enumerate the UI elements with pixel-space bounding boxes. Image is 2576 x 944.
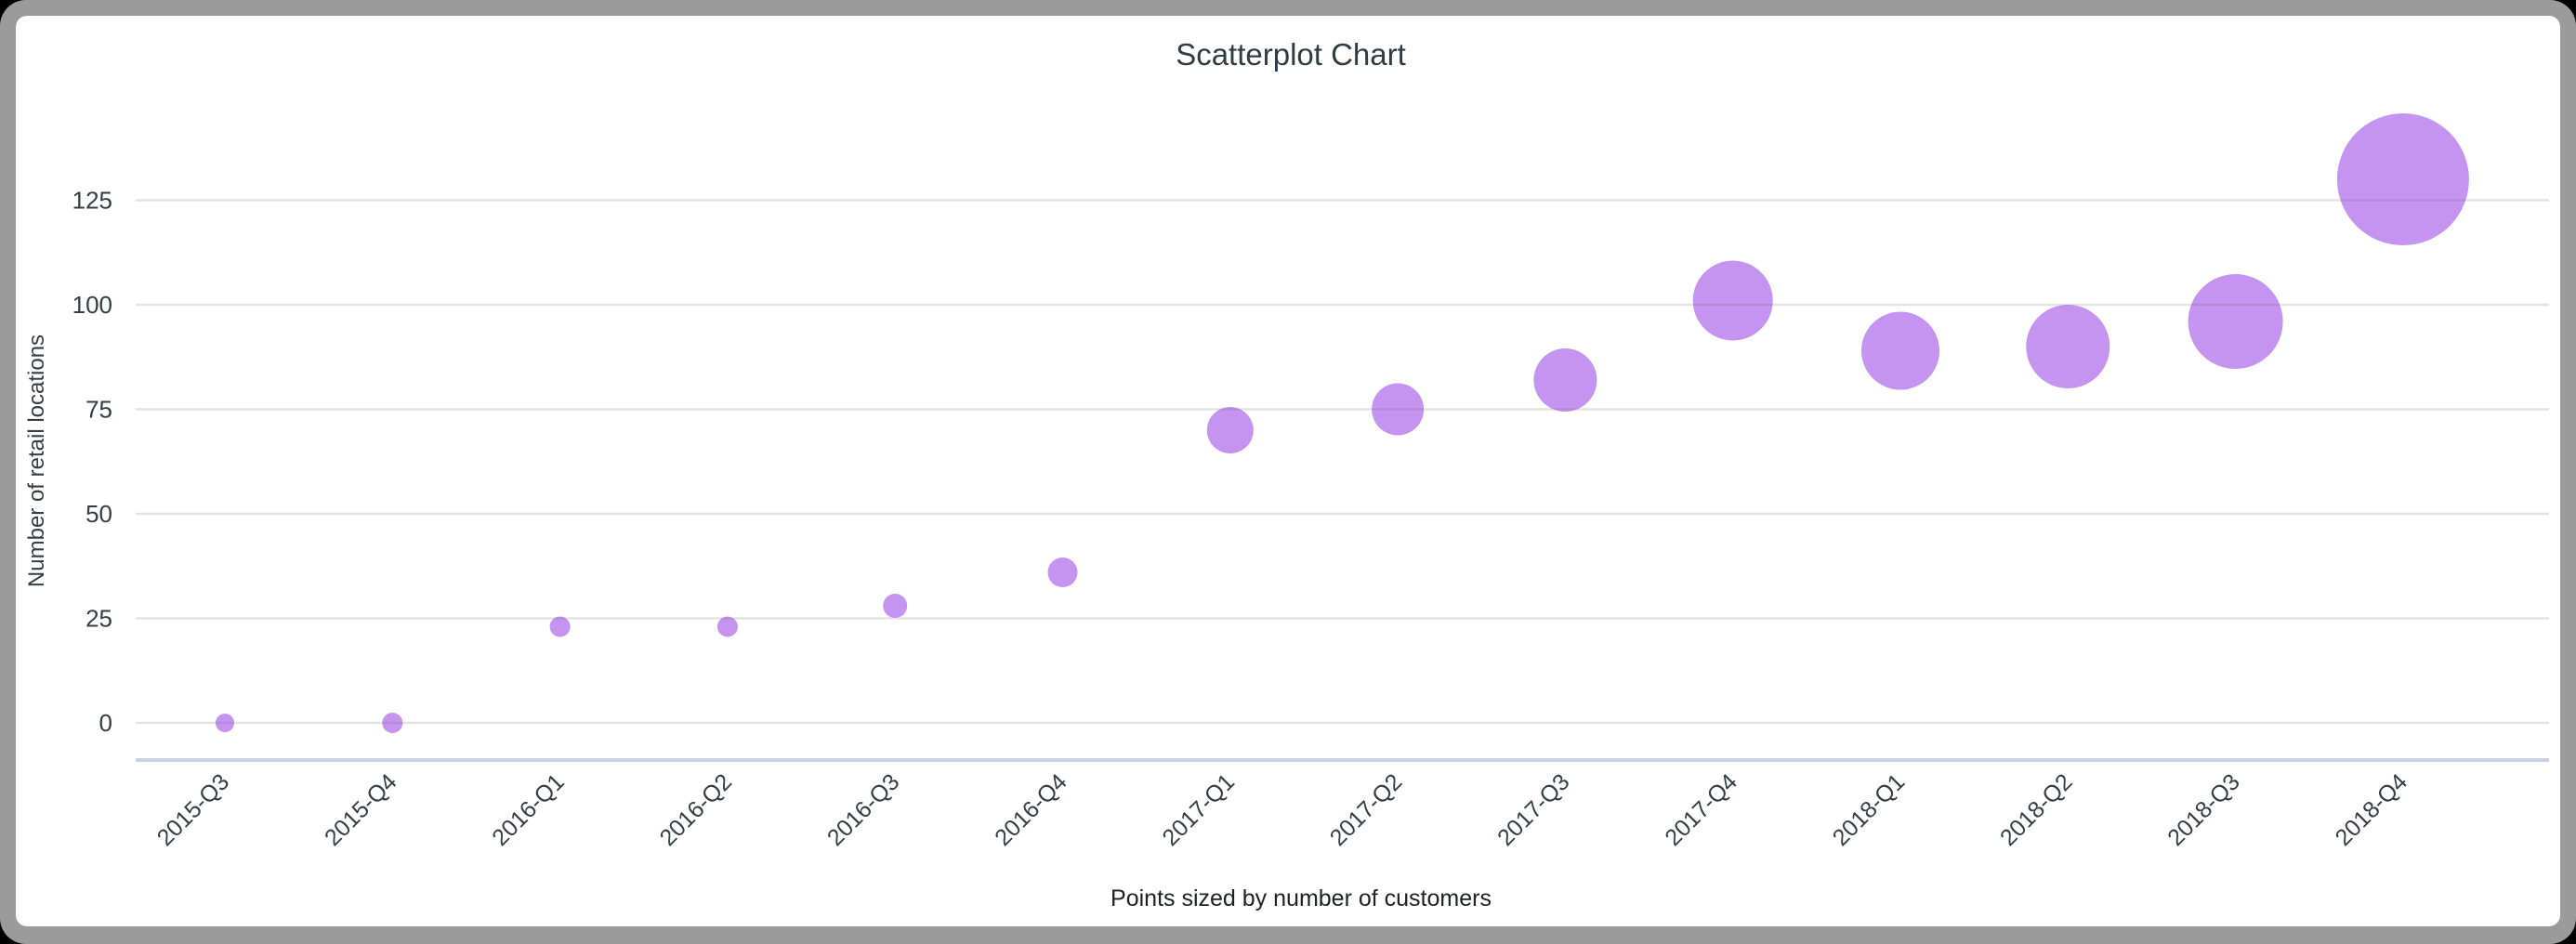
data-point-2017-Q1[interactable] [1206,407,1254,453]
y-tick-label-125: 125 [72,187,112,215]
data-point-2017-Q2[interactable] [1372,383,1425,436]
data-point-2015-Q4[interactable] [382,713,403,733]
y-axis-title: Number of retail locations [24,334,49,587]
chart-card [16,16,2560,926]
x-tick-label-2016-Q4: 2016-Q4 [990,768,1072,851]
x-tick-label-2016-Q2: 2016-Q2 [655,768,738,851]
x-tick-label-2015-Q3: 2015-Q3 [152,768,235,851]
x-tick-label-2018-Q4: 2018-Q4 [2331,768,2413,851]
data-point-2018-Q4[interactable] [2336,113,2469,245]
data-point-2015-Q3[interactable] [216,714,234,732]
x-tick-label-layer: 2015-Q3 2015-Q4 2016-Q1 2016-Q2 2016-Q3 2016-… [152,768,2413,851]
x-tick-label-2017-Q1: 2017-Q1 [1157,768,1240,851]
data-point-layer [216,113,2469,733]
data-point-2016-Q4[interactable] [1047,557,1078,587]
data-point-2016-Q2[interactable] [716,616,738,637]
data-point-2018-Q3[interactable] [2188,274,2283,369]
y-tick-label-50: 50 [85,500,112,528]
x-tick-label-2017-Q2: 2017-Q2 [1325,768,1408,851]
data-point-2018-Q1[interactable] [1861,311,1939,390]
x-tick-label-2018-Q1: 2018-Q1 [1828,768,1911,851]
x-tick-label-2018-Q2: 2018-Q2 [1995,768,2078,851]
x-tick-label-2016-Q3: 2016-Q3 [822,768,905,851]
x-tick-label-2017-Q4: 2017-Q4 [1660,768,1742,851]
y-tick-label-100: 100 [72,291,112,319]
gridline-layer [136,199,2549,725]
x-tick-label-2017-Q3: 2017-Q3 [1492,768,1575,851]
data-point-2018-Q2[interactable] [2026,305,2110,388]
data-point-2017-Q3[interactable] [1533,348,1597,412]
data-point-2017-Q4[interactable] [1692,260,1773,341]
x-tick-label-2016-Q1: 2016-Q1 [487,768,570,851]
y-tick-label-75: 75 [85,396,112,424]
chart-title: Scatterplot Chart [1176,37,1406,72]
y-tick-label-25: 25 [85,605,112,633]
y-tick-label-layer: 0 25 50 75 100 125 [72,187,112,738]
x-axis-caption: Points sized by number of customers [1111,885,1492,911]
x-tick-label-2015-Q4: 2015-Q4 [320,768,402,851]
data-point-2016-Q3[interactable] [883,594,908,618]
y-tick-label-0: 0 [99,709,112,737]
data-point-2016-Q1[interactable] [549,616,571,637]
x-tick-label-2018-Q3: 2018-Q3 [2162,768,2245,851]
